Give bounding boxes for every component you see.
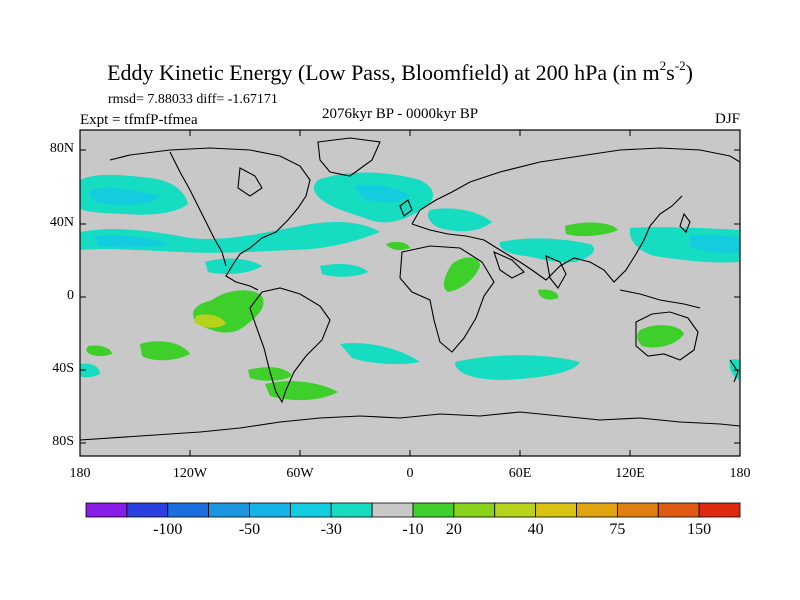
colorbar-swatch (289, 502, 332, 518)
anomaly-region (194, 314, 226, 328)
anomaly-region (428, 208, 492, 232)
coastline-europe-south (411, 195, 683, 283)
colorbar-swatch (576, 502, 618, 518)
colorbar-swatch (616, 502, 659, 518)
colorbar-label: 40 (527, 521, 544, 538)
anomaly-region (538, 289, 559, 300)
colorbar-swatch (412, 502, 455, 518)
lon-label: 180 (69, 466, 91, 481)
colorbar-swatch (657, 502, 700, 518)
map-title: Eddy Kinetic Energy (Low Pass, Bloomfiel… (107, 58, 693, 85)
anomaly-region (265, 381, 338, 401)
anomaly-region (80, 363, 100, 378)
coastlines (80, 137, 740, 441)
anomaly-region (455, 355, 580, 380)
coastline-eurasia (411, 147, 740, 225)
coastline-india (545, 255, 567, 289)
experiment-label: Expt = tfmfP-tfmea (80, 112, 198, 128)
coastline-greenland (317, 137, 381, 177)
colorbar-label: 150 (687, 521, 712, 538)
colorbar-label: 75 (609, 521, 626, 538)
lat-label: 80N (49, 141, 74, 156)
colorbar-label: 20 (445, 521, 462, 538)
lon-label: 120E (615, 466, 645, 481)
coastline-africa (399, 245, 495, 353)
anomaly-region (499, 238, 595, 263)
anomaly-region (205, 258, 262, 274)
coastline-south-america (249, 287, 331, 404)
coastline-north-america (109, 147, 311, 291)
anomaly-region (443, 257, 480, 292)
lon-label: 180 (729, 466, 751, 481)
coastline-arabia (493, 250, 525, 279)
colorbar-swatch (85, 502, 128, 518)
colorbar-label: -10 (402, 521, 424, 538)
coastline-hudson (237, 167, 263, 197)
colorbar-label: -100 (153, 521, 183, 538)
colorbar-swatch (208, 502, 250, 518)
longitude-ticks (79, 130, 741, 456)
season-label: DJF (714, 111, 740, 127)
coastline-new-zealand (729, 359, 739, 383)
lon-label: 120W (172, 466, 208, 481)
colorbar-label: -50 (238, 521, 261, 538)
lat-label: 80S (52, 434, 74, 449)
colorbar-swatch (453, 502, 496, 518)
coastline-north-america-west (169, 151, 227, 267)
colorbar-label: -30 (320, 521, 342, 538)
anomaly-region (140, 341, 190, 361)
lat-label: 40N (49, 215, 74, 230)
stats-text: rmsd= 7.88033 diff= -1.67171 (108, 92, 278, 107)
lat-label: 0 (67, 288, 74, 303)
colorbar-swatch (126, 502, 169, 518)
coastline-uk (399, 199, 413, 217)
lon-label: 0 (406, 466, 414, 481)
colorbar (85, 502, 741, 518)
anomaly-region (248, 367, 292, 381)
anomaly-region (320, 264, 368, 277)
colorbar-swatch (535, 502, 577, 518)
coastline-australia (635, 311, 699, 361)
anomaly-region (340, 342, 420, 365)
colorbar-swatch (167, 502, 210, 518)
lat-label: 40S (52, 361, 74, 376)
colorbar-swatch (249, 502, 291, 518)
anomaly-region (89, 188, 160, 205)
coastline-indonesia (619, 289, 701, 309)
coastline-antarctica (80, 411, 740, 441)
colorbar-swatch (330, 502, 373, 518)
anomaly-region (565, 222, 618, 237)
latitude-ticks (80, 149, 740, 444)
lon-label: 60E (508, 466, 532, 481)
anomaly-fields (80, 172, 740, 401)
anomaly-region (95, 235, 170, 248)
coastline-japan (679, 212, 691, 233)
anomaly-region (690, 235, 740, 253)
lon-label: 60W (286, 466, 314, 481)
colorbar-swatch (371, 502, 414, 518)
anomaly-region (386, 241, 410, 251)
anomaly-region (86, 345, 112, 357)
anomaly-region (637, 325, 684, 348)
colorbar-swatch (698, 502, 741, 518)
colorbar-swatch (494, 502, 537, 518)
anomaly-region (355, 184, 410, 203)
period-label: 2076kyr BP - 0000kyr BP (322, 106, 479, 122)
